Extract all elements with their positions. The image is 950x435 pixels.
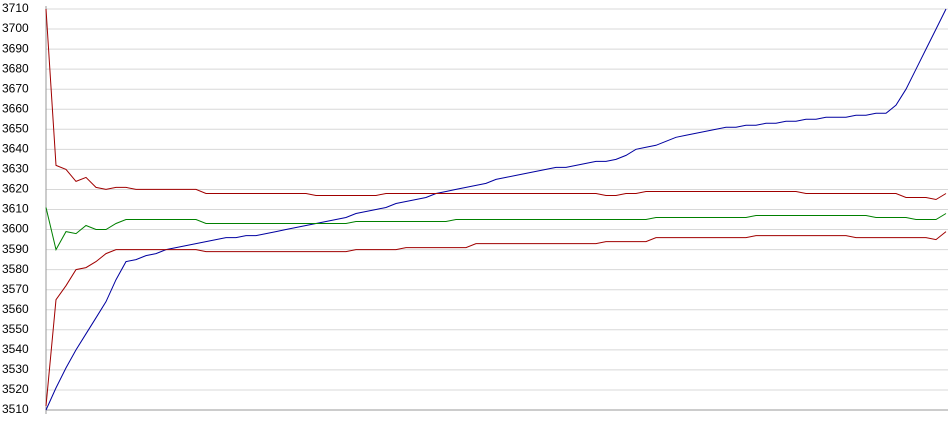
y-tick-label: 3570 xyxy=(2,282,29,296)
y-tick-label: 3580 xyxy=(2,262,29,276)
series-line xyxy=(45,8,947,411)
series-line xyxy=(45,231,947,407)
series-line xyxy=(45,8,947,201)
y-tick-label: 3660 xyxy=(2,101,29,115)
y-tick-label: 3560 xyxy=(2,302,29,316)
y-tick-label: 3630 xyxy=(2,162,29,176)
y-tick-label: 3710 xyxy=(2,1,29,15)
y-tick-label: 3520 xyxy=(2,382,29,396)
y-tick-label: 3550 xyxy=(2,322,29,336)
y-tick-label: 3530 xyxy=(2,362,29,376)
y-tick-label: 3680 xyxy=(2,61,29,75)
y-tick-label: 3600 xyxy=(2,222,29,236)
y-tick-label: 3690 xyxy=(2,41,29,55)
y-tick-label: 3590 xyxy=(2,242,29,256)
y-tick-label: 3640 xyxy=(2,142,29,156)
y-tick-label: 3510 xyxy=(2,402,29,416)
y-tick-label: 3610 xyxy=(2,202,29,216)
y-tick-label: 3700 xyxy=(2,21,29,35)
y-tick-label: 3670 xyxy=(2,81,29,95)
series-line xyxy=(45,207,947,251)
y-tick-label: 3540 xyxy=(2,342,29,356)
y-tick-label: 3650 xyxy=(2,121,29,135)
y-tick-label: 3620 xyxy=(2,182,29,196)
